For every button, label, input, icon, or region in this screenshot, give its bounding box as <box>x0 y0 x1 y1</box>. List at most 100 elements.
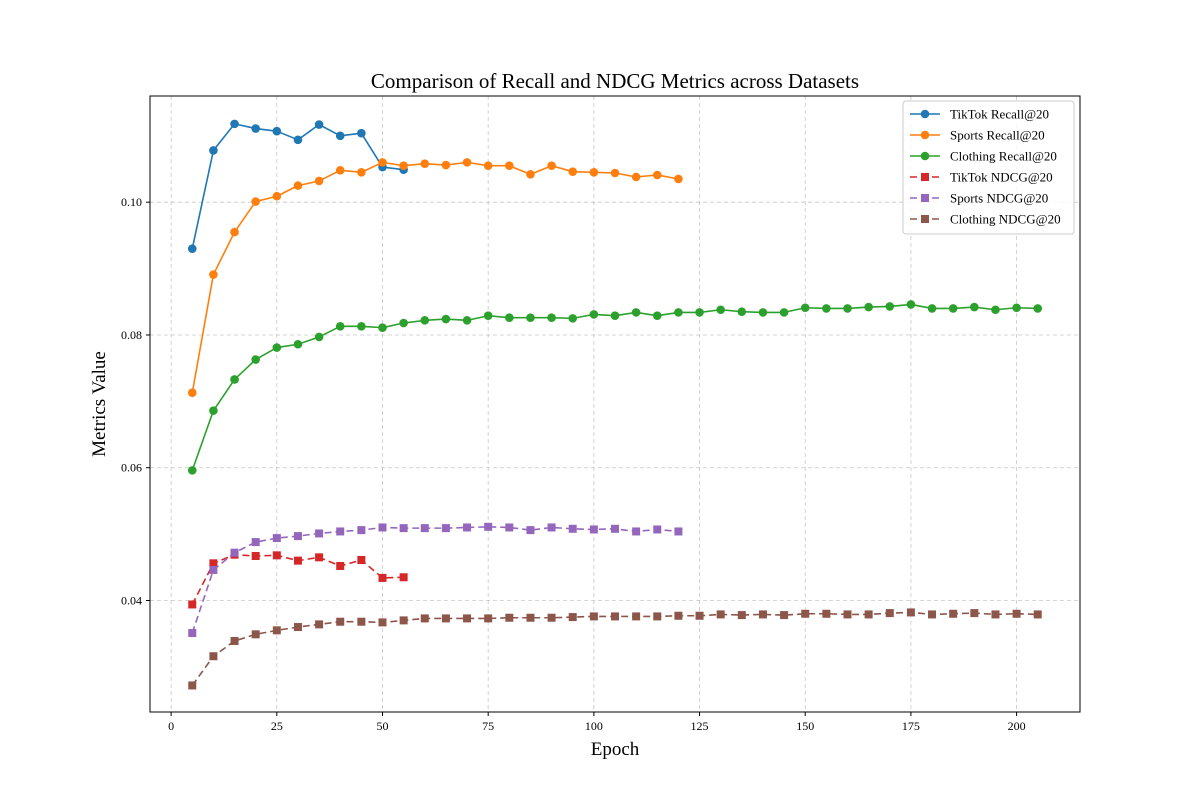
data-point <box>885 302 895 311</box>
x-tick-label: 200 <box>1008 719 1026 733</box>
data-point <box>589 612 598 621</box>
data-point <box>441 314 451 324</box>
data-point <box>272 126 282 136</box>
data-point <box>378 323 387 332</box>
data-point <box>695 611 704 620</box>
data-point <box>251 197 260 206</box>
data-point <box>420 614 429 623</box>
axis-layer: 0 25 50 75 100 125 150 175 200 0.04 0.06 0.08 0.10 <box>121 195 1026 733</box>
data-point <box>779 308 789 317</box>
data-point <box>315 529 324 538</box>
y-tick-label: 0.08 <box>121 328 142 342</box>
data-point <box>357 555 366 564</box>
data-point <box>378 158 387 167</box>
data-point <box>674 174 683 184</box>
data-point <box>589 310 599 319</box>
data-point <box>547 613 556 622</box>
legend-label: TikTok NDCG@20 <box>950 170 1053 185</box>
data-point <box>187 244 197 253</box>
legend-label: Sports NDCG@20 <box>950 191 1048 206</box>
data-point <box>314 176 324 186</box>
data-point <box>737 611 746 620</box>
data-point <box>674 527 683 536</box>
data-point <box>188 600 197 609</box>
data-point <box>610 168 620 178</box>
series-sports-ndcg-20 <box>188 522 683 638</box>
data-point <box>611 612 619 621</box>
data-point <box>209 406 218 415</box>
data-point <box>251 355 260 364</box>
data-point <box>632 612 641 621</box>
data-point <box>631 172 641 182</box>
data-point <box>547 523 556 532</box>
data-point <box>378 573 387 582</box>
data-point <box>420 316 430 325</box>
data-point <box>399 318 408 328</box>
series-clothing-recall-20 <box>187 300 1043 475</box>
legend-label: Clothing Recall@20 <box>950 149 1057 164</box>
series-tiktok-ndcg-20 <box>188 550 408 609</box>
data-point <box>378 523 387 532</box>
data-point <box>991 305 1000 315</box>
data-point <box>336 617 345 626</box>
data-point <box>484 614 493 623</box>
data-point <box>568 613 577 622</box>
data-point <box>293 135 303 145</box>
data-point <box>272 551 281 560</box>
data-point <box>864 302 873 312</box>
data-point <box>970 609 979 618</box>
data-point <box>948 304 958 313</box>
data-point <box>335 166 345 175</box>
data-point <box>547 313 556 323</box>
data-point <box>505 523 514 532</box>
data-point <box>526 313 535 323</box>
data-point <box>209 565 218 574</box>
data-point <box>526 613 535 622</box>
data-point <box>315 620 324 629</box>
data-point <box>335 131 345 141</box>
data-point <box>399 161 408 170</box>
legend: TikTok Recall@20 Sports Recall@20 Clothing… <box>902 100 1075 235</box>
data-point <box>800 303 810 313</box>
data-point <box>230 227 239 237</box>
legend-marker <box>921 215 929 223</box>
legend-label: Sports Recall@20 <box>950 128 1045 143</box>
data-point <box>906 300 916 309</box>
x-tick-label: 50 <box>377 719 389 733</box>
data-point <box>336 527 345 536</box>
series-tiktok-recall-20 <box>187 119 408 253</box>
data-point <box>568 167 578 176</box>
data-point <box>272 534 281 543</box>
data-point <box>653 525 662 534</box>
data-point <box>209 559 218 568</box>
data-point <box>357 526 366 535</box>
data-point <box>1012 303 1021 313</box>
data-point <box>441 524 450 533</box>
data-point <box>526 170 535 179</box>
data-point <box>610 311 620 321</box>
data-point <box>251 552 260 561</box>
data-point <box>251 124 260 133</box>
data-point <box>187 388 197 398</box>
data-point <box>230 548 239 557</box>
x-tick-label: 0 <box>168 719 174 733</box>
legend-entry: Sports Recall@20 <box>910 128 1045 143</box>
legend-marker <box>920 109 930 119</box>
data-point <box>230 375 239 384</box>
legend-marker <box>921 173 929 181</box>
data-point <box>293 532 302 541</box>
data-point <box>864 610 873 619</box>
x-axis-label: Epoch <box>591 739 640 760</box>
legend-entry: Clothing Recall@20 <box>910 149 1057 164</box>
legend-label: Clothing NDCG@20 <box>950 212 1061 227</box>
data-point <box>611 524 619 533</box>
data-point <box>230 636 239 645</box>
data-point <box>758 610 767 619</box>
data-point <box>357 322 366 331</box>
data-point <box>949 609 958 618</box>
data-point <box>230 119 239 129</box>
data-point <box>505 313 514 323</box>
data-point <box>928 610 937 619</box>
data-point <box>462 316 472 325</box>
data-point <box>462 158 472 167</box>
